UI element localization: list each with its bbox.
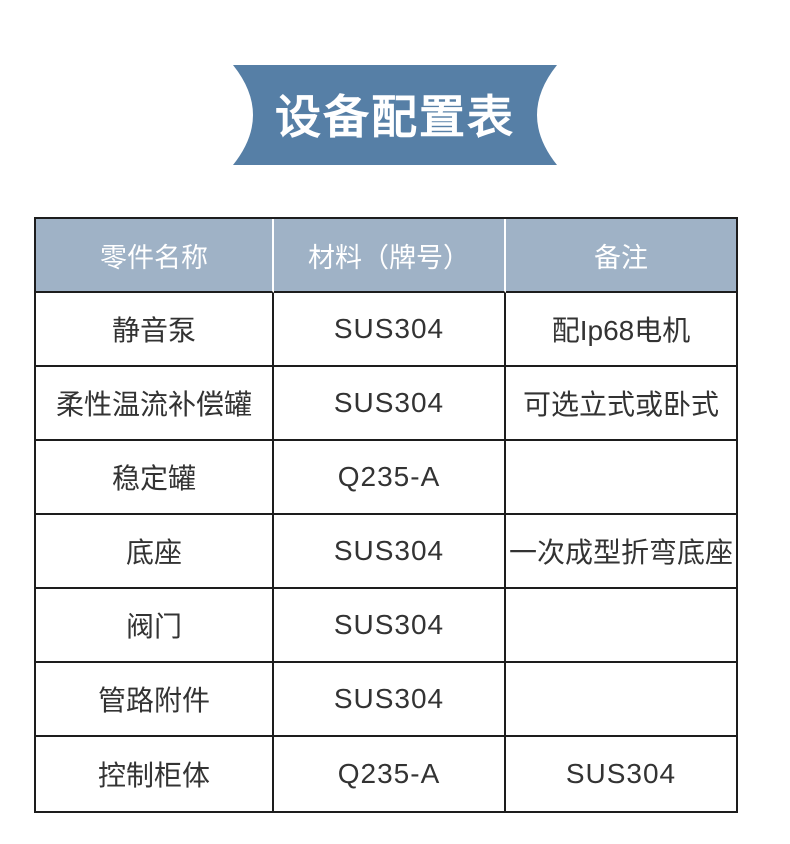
- column-header-material: 材料（牌号）: [274, 219, 506, 293]
- remark-cell: 一次成型折弯底座: [506, 515, 736, 589]
- remark-cell: 配Ip68电机: [506, 293, 736, 367]
- part-name-cell: 管路附件: [36, 663, 274, 737]
- material-cell: Q235-A: [274, 441, 506, 515]
- remark-cell: [506, 663, 736, 737]
- part-name-cell: 阀门: [36, 589, 274, 663]
- material-cell: SUS304: [274, 515, 506, 589]
- banner-ribbon-path: [233, 65, 557, 165]
- remark-cell: [506, 441, 736, 515]
- part-name-cell: 静音泵: [36, 293, 274, 367]
- material-cell: SUS304: [274, 367, 506, 441]
- remark-cell: [506, 589, 736, 663]
- column-header-part: 零件名称: [36, 219, 274, 293]
- material-cell: SUS304: [274, 589, 506, 663]
- remark-cell: 可选立式或卧式: [506, 367, 736, 441]
- column-header-remark: 备注: [506, 219, 736, 293]
- part-name-cell: 稳定罐: [36, 441, 274, 515]
- banner-ribbon-shape: [233, 65, 557, 165]
- material-cell: SUS304: [274, 293, 506, 367]
- title-banner: 设备配置表: [230, 63, 560, 167]
- part-name-cell: 底座: [36, 515, 274, 589]
- part-name-cell: 控制柜体: [36, 737, 274, 811]
- remark-cell: SUS304: [565, 758, 677, 789]
- page-title: 设备配置表: [275, 91, 515, 143]
- material-cell: Q235-A: [274, 737, 506, 811]
- part-name-cell: 柔性温流补偿罐: [36, 367, 274, 441]
- material-cell: SUS304: [274, 663, 506, 737]
- spec-table: 零件名称 材料（牌号） 备注 静音泵 SUS304 配Ip68电机 柔性温流补偿…: [34, 217, 738, 813]
